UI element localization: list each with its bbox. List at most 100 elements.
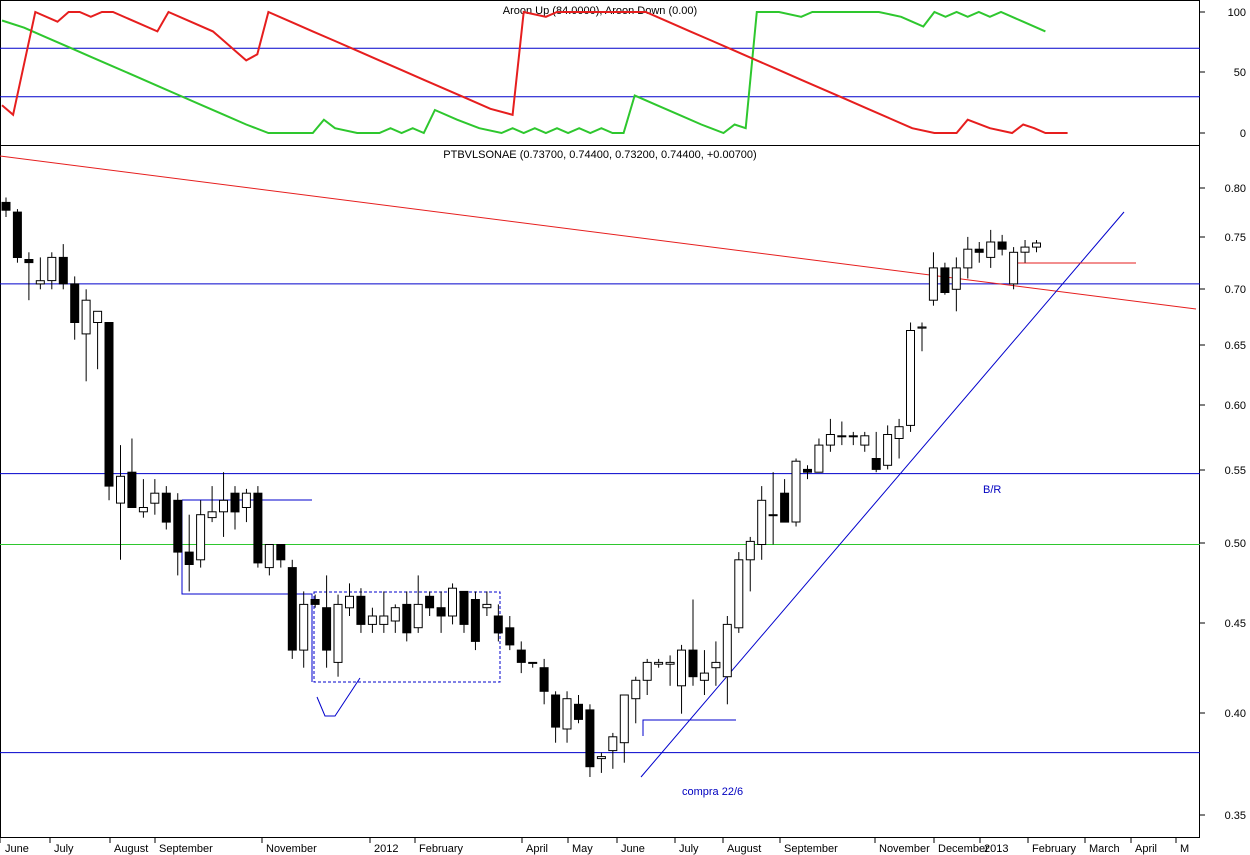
x-tick-label: August [727, 843, 761, 855]
candle [711, 641, 721, 686]
candle [768, 472, 778, 545]
candle [402, 591, 412, 642]
candle-body-down [997, 241, 1007, 250]
candle [1032, 240, 1041, 253]
price-ytick: 0.55 [1225, 465, 1246, 477]
candle-body-down [539, 667, 549, 692]
candle [917, 322, 927, 352]
candle [173, 493, 183, 576]
candle-body-up [196, 514, 206, 561]
candle-body-down [974, 248, 984, 253]
candle-body-down [253, 492, 263, 564]
x-tick-label: September [159, 843, 213, 855]
candle-body-down [287, 567, 297, 651]
candle [264, 544, 274, 576]
candle-body-up [1009, 251, 1019, 285]
candle-body-down [871, 458, 881, 470]
candle-body-up [917, 326, 927, 329]
candle-body-down [436, 607, 446, 617]
candle-body-down [1, 201, 11, 211]
candle [287, 559, 297, 659]
candle [219, 472, 228, 537]
candle-body-down [70, 283, 80, 323]
candle-body-down [127, 471, 137, 509]
candle [276, 544, 286, 568]
candle [1020, 240, 1030, 263]
candle-body-down [505, 627, 515, 646]
aroon-ytick-100: 100 [1228, 7, 1246, 19]
x-axis: June July August September November 2012… [0, 838, 1189, 855]
x-tick-label: November [266, 843, 317, 855]
candle-body-down [230, 492, 240, 513]
candle-body-down [173, 499, 183, 553]
candle [104, 322, 114, 501]
candle [551, 691, 561, 743]
candle-body-up [1032, 242, 1041, 248]
candle-body-down [24, 259, 34, 264]
candle [12, 209, 22, 263]
x-tick-label: May [572, 843, 593, 855]
candle [574, 695, 583, 724]
candlesticks [1, 197, 1041, 777]
candle [1, 197, 11, 217]
candle [848, 431, 858, 446]
candle [184, 514, 194, 592]
candle-body-up [367, 615, 377, 625]
candle [322, 575, 332, 668]
candle [585, 704, 595, 777]
candle-body-up [734, 559, 744, 629]
candle [528, 661, 538, 668]
candle [24, 252, 34, 301]
price-panel-frame [0, 145, 1200, 838]
candle [81, 289, 91, 382]
candle-body-up [986, 241, 996, 258]
candle [138, 479, 148, 518]
candle-body-up [47, 256, 57, 282]
candle-body-up [619, 694, 629, 744]
price-title: PTBVLSONAE (0.73700, 0.74400, 0.73200, 0… [443, 149, 756, 161]
candle-body-down [161, 492, 171, 523]
candle [356, 588, 366, 633]
candle [448, 583, 457, 625]
x-tick-label: February [1032, 843, 1077, 855]
candle [677, 644, 686, 714]
candle-body-up [93, 310, 103, 323]
candle-body-down [551, 694, 561, 728]
candle-body-down [459, 590, 469, 625]
x-tick-label: April [526, 843, 548, 855]
candle [562, 691, 572, 743]
candle-body-down [585, 709, 595, 768]
candle [413, 575, 423, 633]
candle-body-up [642, 661, 652, 681]
price-ytick: 0.45 [1225, 618, 1246, 630]
candle [230, 486, 240, 530]
candle [814, 438, 824, 473]
candle [596, 752, 606, 773]
candle [241, 488, 251, 523]
uptrend-support-line [640, 211, 1125, 778]
candle [516, 641, 526, 674]
candle [642, 658, 652, 695]
candle [367, 607, 377, 633]
candle-body-down [310, 599, 320, 605]
candle [883, 425, 893, 470]
candle [894, 418, 904, 459]
candle-body-down [425, 595, 435, 609]
candle-body-up [699, 672, 709, 681]
candle-body-down [688, 649, 698, 678]
candle [871, 431, 881, 473]
candle-body-up [138, 507, 148, 513]
price-ytick: 0.65 [1225, 340, 1246, 352]
x-tick-label: August [114, 843, 148, 855]
annotation-compra: compra 22/6 [682, 786, 743, 798]
candle-body-down [356, 595, 366, 625]
candle-body-up [951, 267, 961, 290]
candle-body-up [654, 661, 664, 665]
aroon-down-line [1, 10, 1068, 135]
candle [390, 604, 400, 633]
price-ytick: 0.50 [1225, 538, 1246, 550]
candle-body-up [883, 434, 893, 466]
candle-body-down [940, 267, 950, 293]
x-tick-label: 2013 [984, 843, 1008, 855]
candle [1009, 247, 1019, 290]
